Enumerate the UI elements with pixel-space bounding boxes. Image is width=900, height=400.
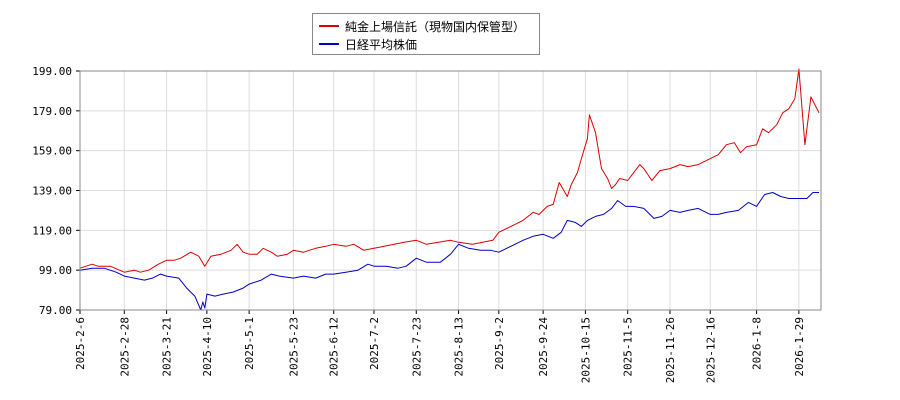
series-layer: [79, 68, 820, 311]
x-tick-label: 2025-7-2: [368, 317, 381, 370]
legend: 純金上場信託（現物国内保管型） 日経平均株価: [312, 13, 540, 55]
x-tick-label: 2025-12-16: [704, 317, 717, 383]
x-tick-label: 2026-1-29: [793, 317, 806, 377]
legend-swatch-gold: [319, 25, 339, 27]
x-tick-label: 2025-2-6: [74, 317, 87, 370]
y-tick-label: 99.00: [39, 264, 72, 277]
x-tick-label: 2025-4-10: [201, 317, 214, 377]
x-tick-label: 2025-11-26: [664, 317, 677, 383]
x-tick-label: 2025-11-5: [622, 317, 635, 377]
x-tick-label: 2025-7-23: [410, 317, 423, 377]
series-line-nikkei: [79, 192, 819, 311]
y-tick-label: 139.00: [32, 185, 72, 198]
x-tick-label: 2025-2-28: [118, 317, 131, 377]
y-tick-label: 159.00: [32, 145, 72, 158]
legend-swatch-nikkei: [319, 43, 339, 45]
x-tick-label: 2025-5-23: [287, 317, 300, 377]
x-axis: 2025-2-6 2025-2-28 2025-3-21 2025-4-10 2025-…: [74, 310, 806, 383]
legend-label-gold: 純金上場信託（現物国内保管型）: [345, 19, 526, 34]
plot-frame: [79, 70, 822, 311]
x-tick-label: 2025-3-21: [161, 317, 174, 377]
x-tick-label: 2026-1-8: [751, 317, 764, 370]
y-tick-label: 119.00: [32, 224, 72, 237]
y-tick-label: 199.00: [32, 65, 72, 78]
x-tick-label: 2025-9-2: [493, 317, 506, 370]
x-tick-label: 2025-5-1: [243, 317, 256, 370]
legend-label-nikkei: 日経平均株価: [345, 37, 418, 52]
x-tick-label: 2025-9-24: [537, 317, 550, 377]
x-tick-label: 2025-10-15: [579, 317, 592, 383]
x-tick-label: 2025-6-12: [328, 317, 341, 377]
y-tick-label: 79.00: [39, 304, 72, 317]
legend-item-nikkei: 日経平均株価: [319, 35, 417, 53]
legend-item-gold: 純金上場信託（現物国内保管型）: [319, 17, 525, 35]
y-tick-label: 179.00: [32, 105, 72, 118]
x-tick-label: 2025-8-13: [453, 317, 466, 377]
series-line-gold: [79, 68, 820, 273]
y-axis: 79.00 99.00 119.00 139.00 159.00 179.00 199.00: [32, 65, 80, 317]
grid: [79, 70, 821, 311]
